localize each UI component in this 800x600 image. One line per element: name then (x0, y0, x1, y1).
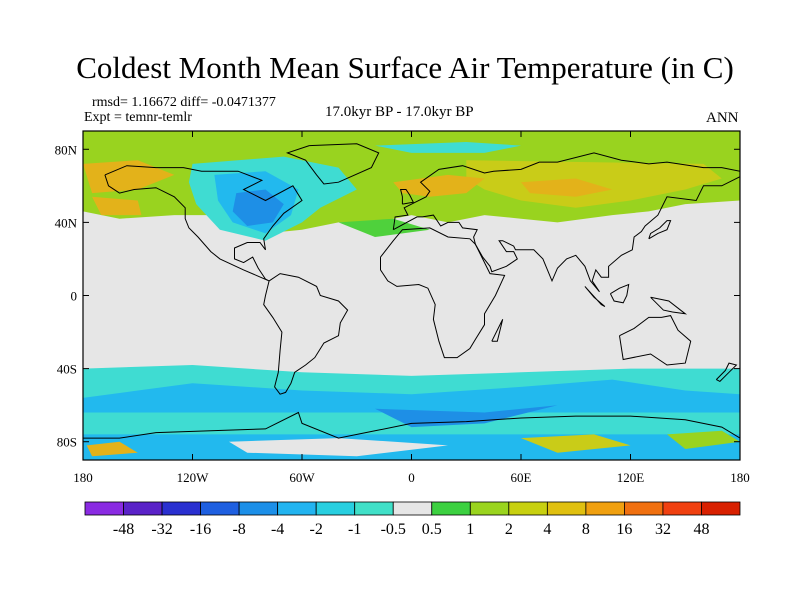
colorbar-swatch (84, 501, 124, 516)
coast-japan (648, 220, 672, 240)
colorbar-label: -16 (190, 521, 211, 538)
colorbar-label: -1 (348, 521, 361, 538)
season-label: ANN (706, 110, 739, 126)
colorbar-swatch (624, 501, 664, 516)
lat-tick-label: 0 (71, 289, 78, 304)
patch-pacific-orange (83, 160, 175, 194)
colorbar-label: 48 (693, 521, 709, 538)
period-label: 17.0kyr BP - 17.0kyr BP (325, 104, 474, 120)
coast-eurasia (392, 152, 740, 293)
patch-ant-yellow (521, 434, 631, 453)
patch-asia-orange (521, 178, 613, 197)
colorbar-label: -4 (271, 521, 284, 538)
colorbar-label: 32 (655, 521, 671, 538)
patch-pacific-orange-2 (92, 196, 142, 216)
colorbar-label: 4 (543, 521, 551, 538)
colorbar-swatch (701, 501, 741, 516)
patch-so-blue (375, 405, 558, 428)
colorbar-swatch (431, 501, 471, 516)
colorbar-swatch (277, 501, 317, 516)
colorbar-label: -32 (151, 521, 172, 538)
coast-africa (380, 227, 506, 359)
coastlines (83, 143, 740, 439)
colorbar-swatch (662, 501, 702, 516)
colorbar-swatch (508, 501, 548, 516)
lon-tick-label: 180 (73, 470, 93, 485)
lon-tick-label: 180 (730, 470, 750, 485)
patch-ant-orange (86, 441, 138, 457)
coast-madagascar (491, 319, 504, 342)
patch-na-blue (232, 189, 284, 226)
coast-nz (715, 362, 738, 383)
colorbar-swatch (200, 501, 240, 516)
colorbar-swatch (238, 501, 279, 516)
colorbar-swatch (469, 501, 510, 516)
coast-indonesia (584, 286, 606, 307)
lon-tick-label: 120E (617, 470, 645, 485)
colorbar-label: 16 (616, 521, 632, 538)
lon-tick-label: 60W (289, 470, 315, 485)
coast-uk (399, 189, 415, 205)
stats-line: rmsd= 1.16672 diff= -0.0471377 (92, 95, 276, 110)
colorbar-swatch (315, 501, 356, 516)
lon-tick-label: 60E (511, 470, 532, 485)
colorbar-label: 8 (582, 521, 590, 538)
coast-new-guinea (650, 296, 688, 315)
lat-tick-label: 40N (55, 215, 78, 230)
colorbar-swatch (123, 501, 163, 516)
coast-australia (619, 315, 692, 366)
axis-ticks: 80N 40N 0 40S 80S 180 120W 60W 0 60E 120E 180 (55, 131, 750, 485)
lon-tick-label: 0 (408, 470, 415, 485)
patch-ant-neutral (229, 438, 448, 457)
coast-south-america (263, 273, 349, 395)
coast-north-america (104, 165, 303, 282)
colorbar-label: -2 (310, 521, 323, 538)
colorbar-label: 0.5 (422, 521, 442, 538)
coast-antarctica (83, 411, 740, 439)
lat-tick-label: 80N (55, 142, 78, 157)
colorbar-swatch (585, 501, 625, 516)
coast-greenland (285, 143, 380, 185)
patch-ant-green (667, 430, 740, 449)
colorbar-label: -8 (232, 521, 245, 538)
patch-arctic-cyan (375, 142, 521, 153)
lon-tick-label: 120W (177, 470, 210, 485)
lat-tick-label: 80S (57, 435, 77, 450)
colorbar-swatch (354, 501, 394, 516)
expt-line: Expt = temnr-temlr (84, 110, 192, 125)
patch-europe-orange (393, 174, 485, 197)
coast-borneo (609, 283, 630, 304)
lat-tick-label: 40S (57, 362, 77, 377)
temperature-field (83, 131, 740, 460)
colorbar-swatch (546, 501, 587, 516)
patch-subtropic-green (338, 218, 430, 237)
colorbar-label: 2 (505, 521, 513, 538)
colorbar-label: -48 (113, 521, 134, 538)
patch-so-lightblue (83, 379, 740, 417)
colorbar-swatch (392, 501, 433, 516)
colorbar-label: -0.5 (381, 521, 406, 538)
colorbar-swatch (161, 501, 201, 516)
colorbar-label: 1 (466, 521, 474, 538)
colorbar: -48 -32 -16 -8 -4 -2 -1 -0.5 0.5 1 2 4 8 16 32 48 (84, 501, 741, 538)
chart-title: Coldest Month Mean Surface Air Temperatu… (76, 50, 734, 85)
